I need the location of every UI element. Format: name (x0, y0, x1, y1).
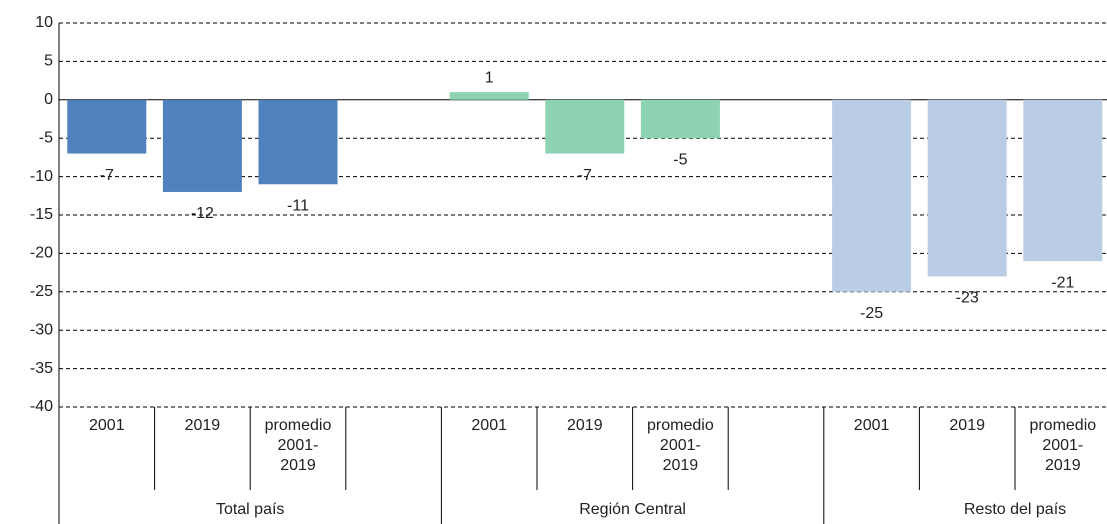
y-tick-label: -15 (30, 206, 53, 223)
bar (640, 99, 720, 139)
group-label: Resto del país (963, 501, 1067, 518)
x-tick-label: promedio 2001-2019 (647, 417, 714, 474)
x-tick-label: 2001 (89, 417, 125, 434)
y-tick-label: 5 (44, 53, 53, 70)
y-tick-label: -25 (30, 283, 53, 300)
group-label: Total país (215, 501, 285, 518)
value-label: -21 (1051, 274, 1074, 291)
value-label: -25 (860, 305, 883, 322)
y-tick-label: -10 (30, 168, 53, 185)
value-label: -7 (100, 167, 114, 184)
y-tick-label: 0 (44, 91, 53, 108)
y-tick-label: -20 (30, 245, 53, 262)
y-tick-label: -35 (30, 360, 53, 377)
value-label: -11 (287, 197, 309, 214)
x-tick-label: 2001 (853, 417, 890, 434)
value-label: -5 (673, 151, 687, 168)
x-tick-label: 2001 (471, 417, 507, 434)
group-label: Región Central (579, 501, 686, 518)
value-label: -12 (191, 205, 214, 222)
bar (1023, 99, 1103, 262)
value-label: -7 (578, 167, 592, 184)
x-tick-label: 2019 (949, 417, 985, 434)
bar (258, 99, 338, 185)
x-tick-label: promedio 2001-2019 (264, 417, 332, 474)
bar (545, 99, 625, 154)
x-tick-label: 2019 (567, 417, 603, 434)
value-label: -23 (956, 290, 979, 307)
y-tick-label: -5 (39, 129, 53, 146)
bar (927, 99, 1007, 277)
bar (67, 99, 147, 154)
x-tick-label: 2019 (184, 417, 221, 434)
bar (162, 99, 242, 192)
value-label: 1 (485, 69, 494, 86)
y-tick-label: -30 (30, 321, 53, 338)
x-tick-label: promedio 2001-2019 (1029, 417, 1097, 474)
bar (449, 92, 529, 100)
bar (832, 99, 912, 292)
y-tick-label: -40 (30, 398, 53, 415)
y-tick-label: 10 (35, 14, 53, 31)
